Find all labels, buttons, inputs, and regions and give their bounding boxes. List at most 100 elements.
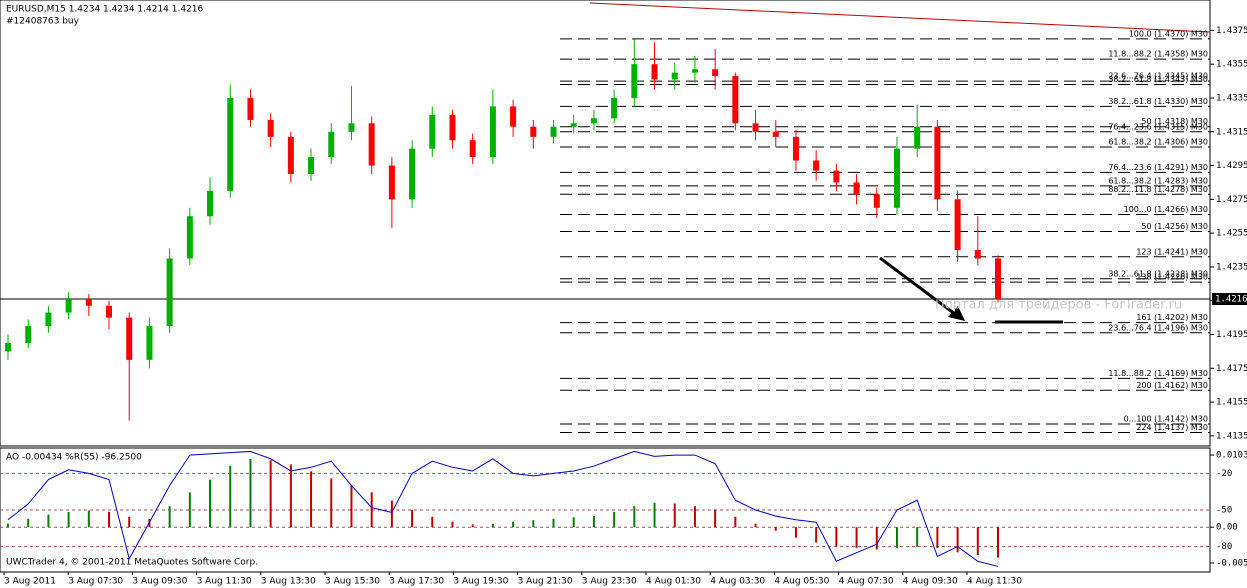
candle-body	[752, 123, 759, 132]
candle-body	[671, 72, 678, 80]
y-tick-label: 0.00	[1216, 523, 1238, 533]
candle-body	[611, 97, 618, 119]
candle-body	[691, 69, 698, 73]
candle-body	[348, 123, 355, 132]
y-tick-label: 1.4315	[1216, 127, 1247, 137]
candle-body	[954, 199, 961, 251]
fib-level-label: 100...0 (1.4266) M30	[1124, 205, 1208, 214]
y2-tick-label: -80	[1216, 542, 1232, 552]
fib-level-label: 161 (1.4202) M30	[1136, 313, 1208, 322]
indicator-panel-border	[0, 447, 1211, 573]
x-tick-label: 3 Aug 17:30	[389, 577, 444, 587]
candle-body	[126, 317, 133, 360]
x-tick-label: 3 Aug 2011	[4, 577, 56, 587]
candle-body	[106, 305, 113, 318]
x-tick-label: 3 Aug 15:30	[325, 577, 380, 587]
candle-body	[5, 342, 11, 352]
last-price-label: 1.4216	[1215, 295, 1247, 305]
candle-body	[974, 250, 981, 259]
chart-title: EURUSD,M15 1.4234 1.4234 1.4214 1.4216	[6, 5, 204, 15]
candle-body	[833, 170, 840, 183]
x-tick-label: 3 Aug 13:30	[261, 577, 316, 587]
fib-level-label: 200 (1.4162) M30	[1136, 381, 1208, 390]
candle-body	[651, 64, 658, 80]
arrow-shaft	[879, 256, 956, 316]
fib-level-label: 50 (1.4318) M30	[1141, 117, 1208, 126]
candle-body	[712, 69, 719, 77]
copyright: UWCTrader 4, © 2001-2011 MetaQuotes Soft…	[6, 558, 258, 568]
candle-body	[308, 157, 315, 175]
y-tick-label: 1.4235	[1216, 262, 1247, 272]
last-price-box	[1212, 293, 1247, 306]
x-tick-label: 4 Aug 05:30	[774, 577, 829, 587]
candle-body	[207, 190, 214, 217]
candle-body	[934, 126, 941, 200]
williams-r-line	[7, 450, 999, 567]
y-tick-label: 1.4275	[1216, 195, 1247, 205]
candle-body	[45, 312, 52, 327]
fib-level-label: 50 (1.4256) M30	[1141, 222, 1208, 231]
y-tick-label: 1.4255	[1216, 229, 1247, 239]
candle-body	[429, 114, 436, 149]
watermark: Портал для трейдеров - ForTrader.ru	[935, 298, 1182, 313]
candle-body	[590, 118, 597, 124]
x-tick-label: 3 Aug 07:30	[68, 577, 123, 587]
candle-body	[550, 126, 557, 137]
x-tick-label: 3 Aug 09:30	[132, 577, 187, 587]
fib-level-label: 23.6...76.4 (1.4196) M30	[1108, 323, 1208, 332]
main-panel-border	[0, 0, 1211, 447]
y2-tick-label: -20	[1216, 469, 1232, 479]
candle-body	[873, 194, 880, 208]
y-tick-label: 1.4335	[1216, 93, 1247, 103]
candle-body	[772, 131, 779, 137]
fib-level-label: 23.6...76.4 (1.4345) M30	[1108, 72, 1208, 81]
fib-level-label: 224 (1.4137) M30	[1136, 423, 1208, 432]
arrow-head	[948, 306, 965, 321]
x-tick-label: 4 Aug 09:30	[903, 577, 958, 587]
x-tick-label: 4 Aug 07:30	[839, 577, 894, 587]
fib-level-label: 0...100 (1.4142) M30	[1124, 415, 1208, 424]
y-tick-label: 1.4355	[1216, 60, 1247, 70]
fib-level-label: 100.0 (1.4370) M30	[1129, 29, 1208, 38]
candle-body	[409, 148, 416, 200]
fib-level-label: 38.2...61.8 (1.4228) M30	[1108, 269, 1208, 278]
candle-body	[368, 123, 375, 166]
fib-level-label: 11.8...88.2 (1.4358) M30	[1108, 50, 1208, 59]
candle-body	[166, 258, 173, 327]
candle-body	[792, 136, 799, 161]
y-tick-label: -0.00513	[1216, 558, 1247, 568]
fib-level-label: 38.2...61.8 (1.4343) M30	[1108, 75, 1208, 84]
candle-body	[85, 299, 92, 306]
x-tick-label: 3 Aug 11:30	[197, 577, 252, 587]
y-tick-label: 0.01035	[1216, 450, 1247, 460]
y-tick-label: 1.4175	[1216, 364, 1247, 374]
candle-body	[469, 140, 476, 158]
x-tick-label: 3 Aug 19:30	[453, 577, 508, 587]
fib-level-label: 38.2...61.8 (1.4330) M30	[1108, 97, 1208, 106]
fib-level-label: 123 (1.4241) M30	[1136, 247, 1208, 256]
fib-level-label: 76.4...23.6 (1.4315) M30	[1108, 122, 1208, 131]
indicator-title: AO -0.00434 %R(55) -96.2500	[6, 453, 142, 463]
fib-level-label: 61.8...38.2 (1.4306) M30	[1108, 137, 1208, 146]
candle-body	[489, 106, 496, 158]
candle-body	[995, 258, 1001, 300]
y2-tick-label: -50	[1216, 506, 1232, 516]
y-tick-label: 1.4155	[1216, 398, 1247, 408]
fib-level-label: 11.8...88.2 (1.4169) M30	[1108, 369, 1208, 378]
candle-body	[914, 126, 921, 149]
candle-body	[267, 119, 274, 137]
x-tick-label: 4 Aug 01:30	[646, 577, 701, 587]
candle-body	[449, 114, 456, 141]
fib-level-label: 88.2...11.8 (1.4278) M30	[1108, 185, 1208, 194]
candle-body	[328, 131, 335, 158]
y-tick-label: 1.4135	[1216, 431, 1247, 441]
candle-body	[65, 299, 72, 313]
x-tick-label: 3 Aug 21:30	[518, 577, 573, 587]
candle-body	[146, 326, 153, 360]
y-tick-label: 1.4375	[1216, 26, 1247, 36]
candle-body	[631, 64, 638, 98]
candle-body	[186, 216, 193, 259]
candle-body	[247, 97, 254, 120]
candle-body	[732, 76, 739, 124]
